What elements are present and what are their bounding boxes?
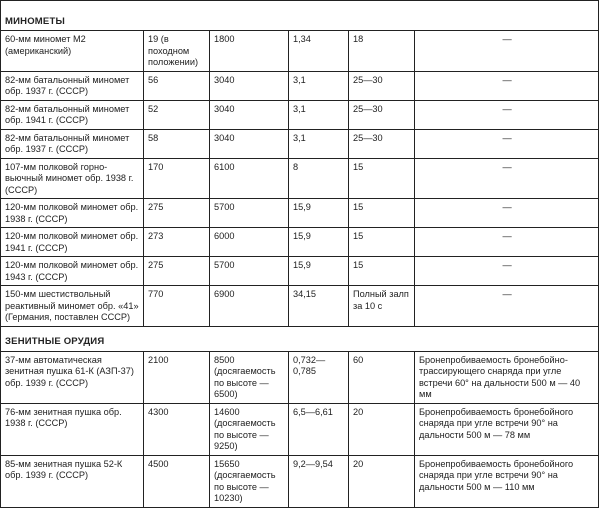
cell-weight: 58 [143, 128, 210, 159]
cell-rate-of-fire: 25—30 [348, 128, 415, 159]
cell-weapon-name: 150-мм шестиствольный реактивный миномет… [0, 285, 144, 327]
cell-shell-weight: 8 [288, 157, 349, 199]
cell-weight: 19 (в походном положении) [143, 30, 210, 72]
cell-weapon-name: 37-мм автоматическая зенитная пушка 61-К… [0, 350, 144, 404]
cell-weapon-name: 60-мм миномет М2 (американский) [0, 30, 144, 72]
cell-shell-weight: 15,9 [288, 198, 349, 228]
cell-range: 5700 [209, 256, 289, 286]
cell-weapon-name: 82-мм батальонный миномет обр. 1941 г. (… [0, 99, 144, 130]
section-title: МИНОМЕТЫ [0, 0, 600, 31]
cell-weight: 2100 [143, 350, 210, 404]
table-row: 82-мм батальонный миномет обр. 1937 г. (… [0, 128, 600, 159]
cell-shell-weight: 15,9 [288, 227, 349, 257]
cell-weight: 275 [143, 256, 210, 286]
cell-shell-weight: 9,2—9,54 [288, 454, 349, 508]
cell-rate-of-fire: 15 [348, 198, 415, 228]
cell-rate-of-fire: 15 [348, 227, 415, 257]
cell-notes: — [413, 70, 600, 101]
cell-weight: 4500 [143, 454, 210, 508]
cell-weight: 52 [143, 99, 210, 130]
cell-weight: 275 [143, 198, 210, 228]
cell-notes: — [413, 198, 600, 228]
cell-notes: — [413, 285, 600, 327]
cell-range: 1800 [209, 30, 289, 72]
cell-range: 5700 [209, 198, 289, 228]
cell-notes: — [413, 99, 600, 130]
cell-shell-weight: 34,15 [288, 285, 349, 327]
cell-range: 3040 [209, 99, 289, 130]
cell-weapon-name: 82-мм батальонный миномет обр. 1937 г. (… [0, 128, 144, 159]
cell-range: 3040 [209, 128, 289, 159]
cell-range: 3040 [209, 70, 289, 101]
table-row: 82-мм батальонный миномет обр. 1937 г. (… [0, 70, 600, 101]
cell-weight: 170 [143, 157, 210, 199]
table-row: 120-мм полковой миномет обр. 1941 г. (СС… [0, 227, 600, 257]
cell-rate-of-fire: 15 [348, 157, 415, 199]
cell-notes: Бронепробиваемость бронебойного снаряда … [413, 402, 600, 456]
cell-range: 6900 [209, 285, 289, 327]
cell-rate-of-fire: 25—30 [348, 70, 415, 101]
cell-rate-of-fire: 25—30 [348, 99, 415, 130]
table-row: 120-мм полковой миномет обр. 1938 г. (СС… [0, 198, 600, 228]
cell-shell-weight: 3,1 [288, 70, 349, 101]
cell-rate-of-fire: 15 [348, 256, 415, 286]
section-header-row: МИНОМЕТЫ [0, 0, 600, 31]
cell-shell-weight: 1,34 [288, 30, 349, 72]
cell-notes: — [413, 157, 600, 199]
cell-weapon-name: 82-мм батальонный миномет обр. 1937 г. (… [0, 70, 144, 101]
cell-range: 6100 [209, 157, 289, 199]
cell-rate-of-fire: 60 [348, 350, 415, 404]
cell-rate-of-fire: 20 [348, 402, 415, 456]
cell-weapon-name: 120-мм полковой миномет обр. 1941 г. (СС… [0, 227, 144, 257]
section-header-row: ЗЕНИТНЫЕ ОРУДИЯ [0, 325, 600, 352]
cell-rate-of-fire: Полный залп за 10 с [348, 285, 415, 327]
cell-weapon-name: 85-мм зенитная пушка 52-К обр. 1939 г. (… [0, 454, 144, 508]
table-row: 37-мм автоматическая зенитная пушка 61-К… [0, 350, 600, 404]
cell-shell-weight: 3,1 [288, 99, 349, 130]
table-row: 150-мм шестиствольный реактивный миномет… [0, 285, 600, 327]
table-row: 120-мм полковой миномет обр. 1943 г. (СС… [0, 256, 600, 286]
table-row: 60-мм миномет М2 (американский) 19 (в пох… [0, 30, 600, 72]
cell-shell-weight: 15,9 [288, 256, 349, 286]
cell-weight: 770 [143, 285, 210, 327]
cell-notes: — [413, 128, 600, 159]
cell-range: 15650 (досягаемость по высоте — 10230) [209, 454, 289, 508]
cell-shell-weight: 6,5—6,61 [288, 402, 349, 456]
table-row: 85-мм зенитная пушка 52-К обр. 1939 г. (… [0, 454, 600, 508]
cell-weapon-name: 120-мм полковой миномет обр. 1943 г. (СС… [0, 256, 144, 286]
cell-rate-of-fire: 18 [348, 30, 415, 72]
cell-shell-weight: 0,732—0,785 [288, 350, 349, 404]
cell-weight: 273 [143, 227, 210, 257]
cell-shell-weight: 3,1 [288, 128, 349, 159]
table-row: 76-мм зенитная пушка обр. 1938 г. (СССР)… [0, 402, 600, 456]
cell-notes: Бронепробиваемость бронебойного снаряда … [413, 454, 600, 508]
cell-weight: 56 [143, 70, 210, 101]
cell-range: 8500 (досягаемость по высоте — 6500) [209, 350, 289, 404]
cell-weapon-name: 76-мм зенитная пушка обр. 1938 г. (СССР) [0, 402, 144, 456]
cell-weapon-name: 120-мм полковой миномет обр. 1938 г. (СС… [0, 198, 144, 228]
table-row: 82-мм батальонный миномет обр. 1941 г. (… [0, 99, 600, 130]
cell-notes: — [413, 256, 600, 286]
cell-notes: — [413, 30, 600, 72]
cell-range: 6000 [209, 227, 289, 257]
table-row: 107-мм полковой горно-вьючный миномет об… [0, 157, 600, 199]
cell-notes: — [413, 227, 600, 257]
cell-rate-of-fire: 20 [348, 454, 415, 508]
cell-weight: 4300 [143, 402, 210, 456]
cell-notes: Бронепробиваемость бронебойно-трассирующ… [413, 350, 600, 404]
cell-range: 14600 (досягаемость по высоте — 9250) [209, 402, 289, 456]
cell-weapon-name: 107-мм полковой горно-вьючный миномет об… [0, 157, 144, 199]
section-title: ЗЕНИТНЫЕ ОРУДИЯ [0, 325, 600, 352]
